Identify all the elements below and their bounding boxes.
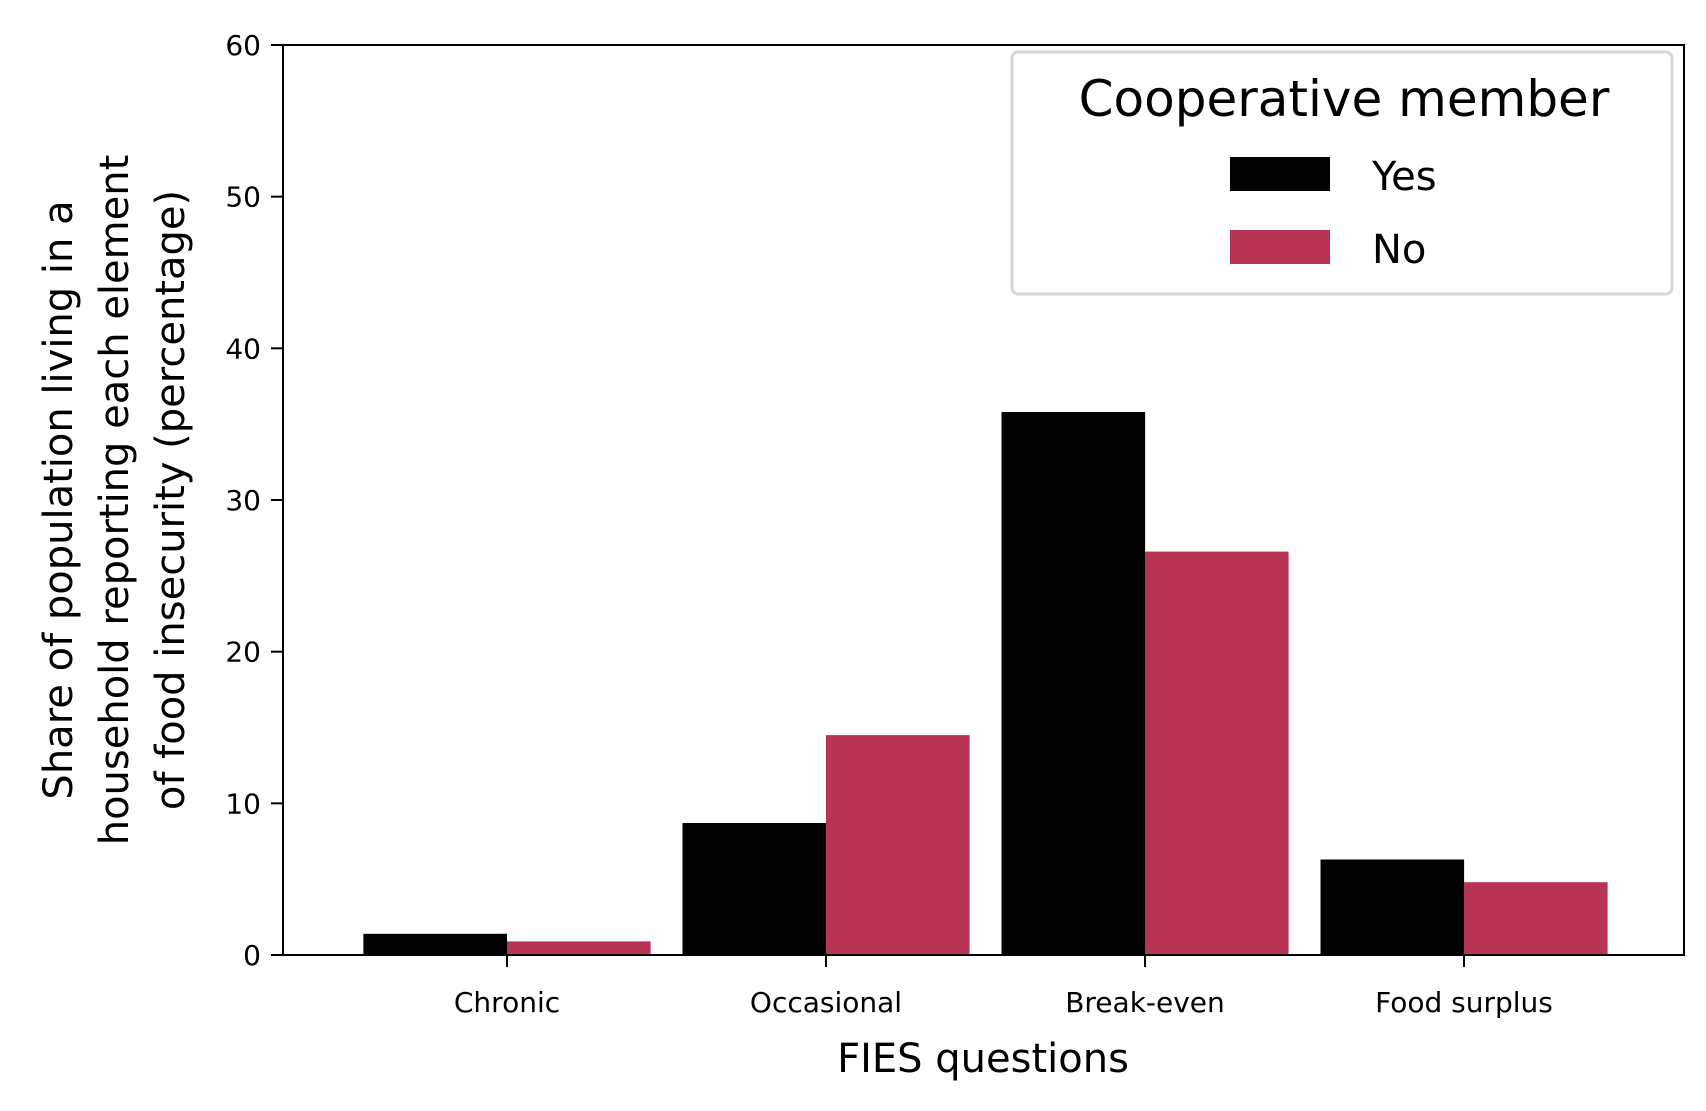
y-axis-title: Share of population living in a househol… <box>36 155 194 846</box>
legend-swatch-no <box>1230 230 1330 264</box>
legend-label-yes: Yes <box>1371 154 1437 200</box>
bar-yes-break-even <box>1001 412 1146 955</box>
y-tick-label: 30 <box>225 484 261 517</box>
x-axis: Chronic Occasional Break-even Food surplus <box>454 955 1553 1019</box>
y-tick-label: 20 <box>225 636 261 669</box>
bar-no-food-surplus <box>1464 882 1608 955</box>
x-tick-label: Break-even <box>1065 986 1225 1019</box>
y-tick-label: 60 <box>225 29 261 62</box>
legend-title: Cooperative member <box>1079 70 1610 128</box>
legend: Cooperative member Yes No <box>1010 50 1674 296</box>
y-axis-title-line-3: of food insecurity (percentage) <box>148 190 194 810</box>
y-tick-label: 10 <box>225 787 261 820</box>
legend-swatch-yes <box>1230 157 1330 191</box>
x-tick-label: Chronic <box>454 986 560 1019</box>
x-tick-label: Food surplus <box>1375 986 1553 1019</box>
bar-yes-chronic <box>363 933 507 955</box>
x-axis-title: FIES questions <box>837 1036 1129 1082</box>
y-tick-label: 0 <box>243 939 261 972</box>
y-tick-label: 50 <box>225 181 261 214</box>
bars-group <box>363 412 1608 955</box>
y-axis: 0 10 20 30 40 50 60 <box>225 29 283 972</box>
y-axis-title-line-1: Share of population living in a <box>36 200 82 799</box>
bar-no-chronic <box>507 941 651 955</box>
y-tick-label: 40 <box>225 332 261 365</box>
bar-yes-occasional <box>682 823 827 955</box>
bar-no-occasional <box>826 735 970 955</box>
legend-label-no: No <box>1372 227 1426 273</box>
x-tick-label: Occasional <box>750 986 902 1019</box>
legend-frame <box>1010 50 1674 296</box>
bar-no-break-even <box>1145 551 1289 955</box>
bar-yes-food-surplus <box>1320 859 1465 955</box>
y-axis-title-line-2: household reporting each element <box>92 155 138 846</box>
